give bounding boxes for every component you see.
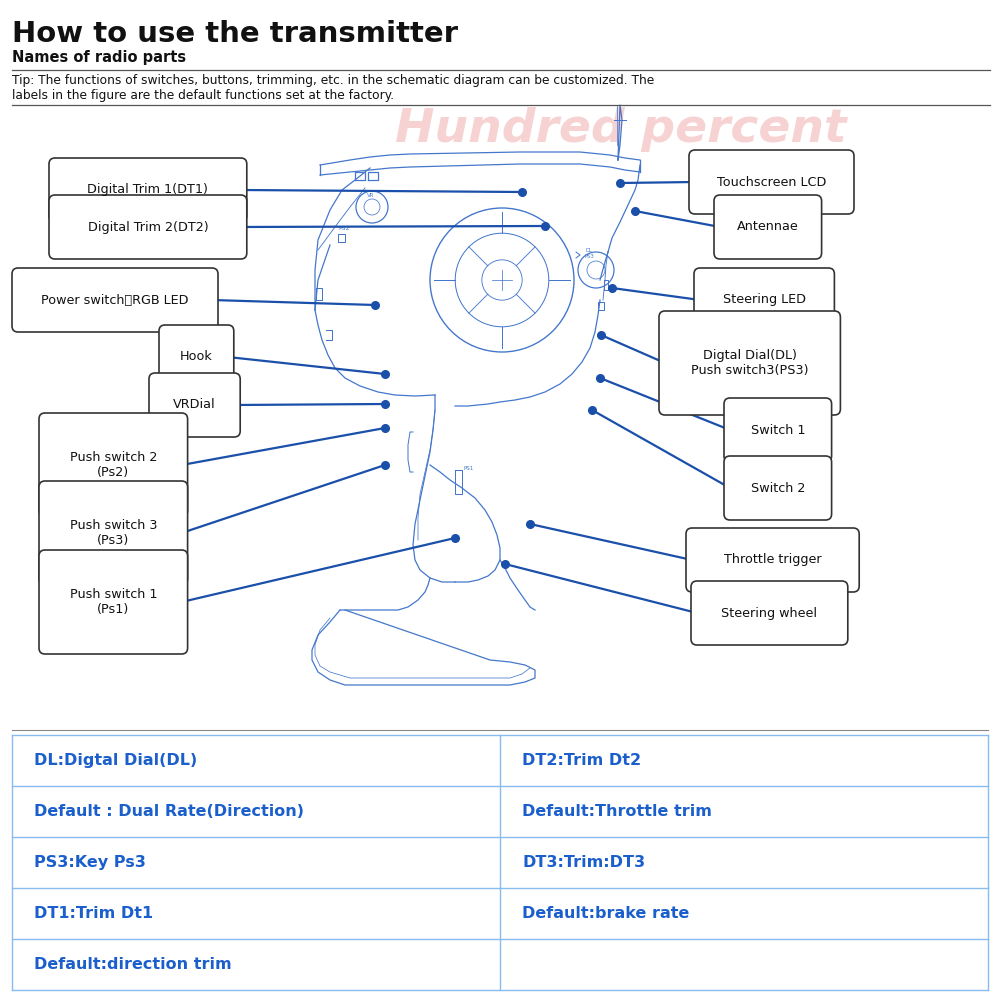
Text: How to use the transmitter: How to use the transmitter: [12, 20, 458, 48]
FancyBboxPatch shape: [691, 581, 848, 645]
Text: Steering LED: Steering LED: [723, 294, 806, 306]
FancyBboxPatch shape: [714, 195, 822, 259]
FancyBboxPatch shape: [49, 195, 247, 259]
Text: Digital Trim 2(DT2): Digital Trim 2(DT2): [88, 221, 208, 233]
Text: Default : Dual Rate(Direction): Default : Dual Rate(Direction): [34, 804, 304, 819]
FancyBboxPatch shape: [149, 373, 240, 437]
Text: VR: VR: [367, 193, 374, 198]
Text: PS2: PS2: [338, 226, 350, 231]
FancyBboxPatch shape: [39, 413, 188, 517]
Text: Switch 2: Switch 2: [751, 482, 805, 494]
FancyBboxPatch shape: [724, 398, 832, 462]
Text: DT3:Trim:DT3: DT3:Trim:DT3: [522, 855, 645, 870]
FancyBboxPatch shape: [694, 268, 834, 332]
Text: DT1:Trim Dt1: DT1:Trim Dt1: [34, 906, 153, 921]
Text: Throttle trigger: Throttle trigger: [724, 554, 821, 566]
FancyBboxPatch shape: [39, 550, 188, 654]
Text: Touchscreen LCD: Touchscreen LCD: [717, 176, 826, 188]
Text: Tip: The functions of switches, buttons, trimming, etc. in the schematic diagram: Tip: The functions of switches, buttons,…: [12, 74, 654, 102]
Text: Switch 1: Switch 1: [751, 424, 805, 436]
FancyBboxPatch shape: [49, 158, 247, 222]
Text: PS1: PS1: [464, 466, 474, 471]
Text: Default:Throttle trim: Default:Throttle trim: [522, 804, 712, 819]
Text: DL
PS3: DL PS3: [584, 248, 594, 259]
Text: Steering wheel: Steering wheel: [721, 606, 817, 619]
Text: Default:brake rate: Default:brake rate: [522, 906, 689, 921]
FancyBboxPatch shape: [724, 456, 832, 520]
Text: Default:direction trim: Default:direction trim: [34, 957, 232, 972]
Text: Hundred percent: Hundred percent: [395, 107, 847, 152]
Text: Antennae: Antennae: [737, 221, 799, 233]
Text: Push switch 1
(Ps1): Push switch 1 (Ps1): [70, 588, 157, 616]
Text: Push switch 3
(Ps3): Push switch 3 (Ps3): [70, 519, 157, 547]
Text: DL:Digtal Dial(DL): DL:Digtal Dial(DL): [34, 753, 197, 768]
FancyBboxPatch shape: [39, 481, 188, 585]
Text: Digital Trim 1(DT1): Digital Trim 1(DT1): [87, 184, 208, 196]
Text: PS3:Key Ps3: PS3:Key Ps3: [34, 855, 146, 870]
Text: VRDial: VRDial: [173, 398, 216, 412]
Text: DT2:Trim Dt2: DT2:Trim Dt2: [522, 753, 641, 768]
FancyBboxPatch shape: [686, 528, 859, 592]
FancyBboxPatch shape: [12, 268, 218, 332]
FancyBboxPatch shape: [689, 150, 854, 214]
FancyBboxPatch shape: [159, 325, 234, 389]
Text: Push switch 2
(Ps2): Push switch 2 (Ps2): [70, 451, 157, 479]
Text: Hook: Hook: [180, 351, 213, 363]
FancyBboxPatch shape: [659, 311, 840, 415]
Text: Power switch、RGB LED: Power switch、RGB LED: [41, 294, 189, 306]
Text: Names of radio parts: Names of radio parts: [12, 50, 186, 65]
Text: Digtal Dial(DL)
Push switch3(PS3): Digtal Dial(DL) Push switch3(PS3): [691, 349, 808, 377]
